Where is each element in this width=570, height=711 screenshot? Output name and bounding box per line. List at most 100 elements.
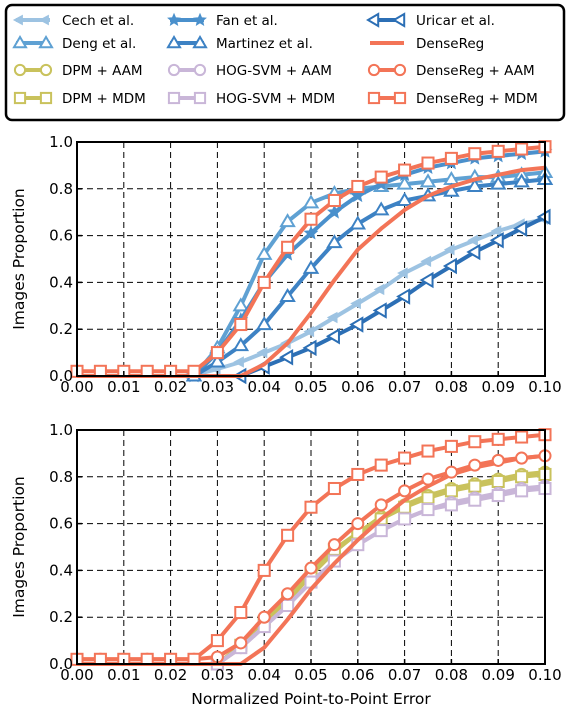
legend-marker-hog-svm-mdm <box>193 91 207 105</box>
chart1-point-densereg-aam <box>491 453 505 467</box>
chart1-point-hog-svm-mdm <box>281 598 295 613</box>
chart1-point-densereg-aam <box>421 472 435 486</box>
chart0-series-densereg <box>77 165 546 378</box>
chart1-y-tick-label: 0.2 <box>49 608 73 626</box>
legend-marker-dpm-aam <box>39 63 53 77</box>
legend-marker-dpm-mdm <box>13 91 27 105</box>
legend-frame <box>4 3 566 122</box>
chart1-point-densereg-aam <box>515 451 529 465</box>
chart0-point-cech-et-al <box>233 356 244 368</box>
chart1-x-tick-label: 0.08 <box>435 666 468 684</box>
legend-label-dpm-mdm: DPM + MDM <box>62 91 146 107</box>
chart0-point-fan-et-al <box>326 204 342 219</box>
chart1-point-densereg-mdm <box>327 481 341 496</box>
chart0-point-deng-et-al <box>255 245 273 260</box>
chart0-point-cech-et-al <box>326 311 338 324</box>
legend-marker-densereg-aam <box>367 63 381 77</box>
chart1-point-densereg-aam <box>444 465 458 479</box>
chart1-point-densereg-aam <box>327 538 341 552</box>
chart1-point-dpm-mdm <box>444 484 458 498</box>
chart1-x-tick-label: 0.02 <box>154 666 187 684</box>
chart1-point-densereg-aam <box>257 610 271 624</box>
chart1-point-hog-svm-mdm <box>468 493 482 507</box>
chart1-point-hog-svm-mdm <box>515 484 529 498</box>
legend-marker-cech-et-al <box>38 14 49 26</box>
chart0-point-cech-et-al <box>420 255 432 268</box>
chart0-point-uricar-et-al <box>442 257 457 275</box>
chart0-point-uricar-et-al <box>279 349 294 366</box>
chart1-point-densereg-mdm <box>491 432 505 446</box>
legend-label-densereg-aam: DenseReg + AAM <box>416 63 535 79</box>
chart0-x-tick-label: 0.03 <box>201 378 234 396</box>
chart0-series-uricar-et-al <box>232 208 551 385</box>
chart1-point-dpm-mdm <box>421 491 435 505</box>
chart1-point-densereg-mdm <box>304 500 318 514</box>
chart0-point-uricar-et-al <box>349 316 364 333</box>
legend-label-martinez-et-al: Martinez et al. <box>216 36 313 52</box>
chart0-point-deng-et-al <box>302 194 320 209</box>
chart0-y-tick-label: 0.4 <box>49 273 73 291</box>
chart0-point-densereg-mdm <box>374 170 388 184</box>
chart0-x-tick-label: 0.08 <box>435 378 468 396</box>
chart0-point-martinez-et-al <box>349 215 367 230</box>
chart0-point-cech-et-al <box>443 243 455 256</box>
chart0-point-martinez-et-al <box>443 182 460 197</box>
chart0-point-densereg-mdm <box>398 163 412 177</box>
chart0-point-martinez-et-al <box>279 287 296 302</box>
chart0-point-uricar-et-al <box>302 339 317 357</box>
chart0-point-deng-et-al <box>279 213 296 228</box>
chart0-point-martinez-et-al <box>302 259 320 274</box>
chart1-point-densereg-aam <box>351 517 365 531</box>
chart1-line-densereg <box>77 453 546 666</box>
legend-marker-cech-et-al <box>12 14 23 26</box>
chart1-x-tick-label: 0.00 <box>60 666 93 684</box>
legend-label-deng-et-al: Deng et al. <box>62 36 136 52</box>
chart0-point-densereg-mdm <box>351 179 365 193</box>
chart0-point-densereg-mdm <box>234 317 248 332</box>
chart1-point-densereg-aam <box>304 561 318 575</box>
chart0-point-uricar-et-al <box>466 243 481 261</box>
chart1-point-dpm-mdm <box>515 470 529 484</box>
legend-label-cech-et-al: Cech et al. <box>62 13 134 29</box>
chart0-point-deng-et-al <box>396 175 413 190</box>
legend-marker-hog-svm-aam <box>193 63 207 77</box>
chart1-x-tick-label: 0.04 <box>247 666 280 684</box>
chart1-y-tick-label: 0.6 <box>49 515 73 533</box>
chart0-y-tick-label: 0.8 <box>49 180 73 198</box>
chart1-point-densereg-mdm <box>351 467 365 481</box>
chart0-point-densereg-mdm <box>515 142 529 156</box>
chart1-point-hog-svm-mdm <box>421 503 435 517</box>
legend-label-dpm-aam: DPM + AAM <box>62 63 143 79</box>
chart0-y-tick-label: 0.6 <box>49 227 73 245</box>
legend-marker-densereg-mdm <box>393 91 407 105</box>
chart0-point-martinez-et-al <box>209 353 226 368</box>
legend-marker-dpm-mdm <box>39 91 53 105</box>
chart0-point-densereg-mdm <box>281 240 295 254</box>
chart0-point-uricar-et-al <box>513 220 528 237</box>
chart0-point-martinez-et-al <box>466 177 484 193</box>
chart1-point-densereg-mdm <box>421 444 435 458</box>
bottom-chart: 0.00 0.01 0.02 0.03 0.04 0.05 0.06 0.07 0.08 0.09… <box>10 421 562 708</box>
chart0-point-deng-et-al <box>419 173 437 188</box>
chart1-y-tick-label: 1.0 <box>49 421 73 439</box>
top-chart: 0.00 0.01 0.02 0.03 0.04 0.05 0.06 0.07 0.08 0.09… <box>10 133 562 396</box>
chart0-point-densereg-mdm <box>421 156 435 170</box>
legend-marker-hog-svm-mdm <box>167 91 181 105</box>
chart0-point-uricar-et-al <box>419 271 434 289</box>
chart0-point-uricar-et-al <box>396 288 411 305</box>
chart0-point-uricar-et-al <box>489 232 504 249</box>
chart1-y-axis-label: Images Proportion <box>10 476 28 618</box>
chart0-point-densereg-mdm <box>491 144 505 158</box>
chart0-point-fan-et-al <box>350 187 366 203</box>
chart0-point-cech-et-al <box>350 297 361 310</box>
legend-marker-densereg-mdm <box>367 91 381 105</box>
chart0-point-martinez-et-al <box>232 337 250 352</box>
chart1-point-hog-svm-mdm <box>374 524 388 538</box>
legend-label-densereg-mdm: DenseReg + MDM <box>416 91 538 107</box>
chart0-point-cech-et-al <box>467 234 478 246</box>
legend-label-hog-svm-aam: HOG-SVM + AAM <box>216 63 332 79</box>
chart1-point-dpm-mdm <box>468 479 482 493</box>
chart1-x-tick-label: 0.03 <box>201 666 234 684</box>
legend-marker-uricar-et-al <box>392 12 406 28</box>
chart1-point-densereg-aam <box>398 484 412 498</box>
